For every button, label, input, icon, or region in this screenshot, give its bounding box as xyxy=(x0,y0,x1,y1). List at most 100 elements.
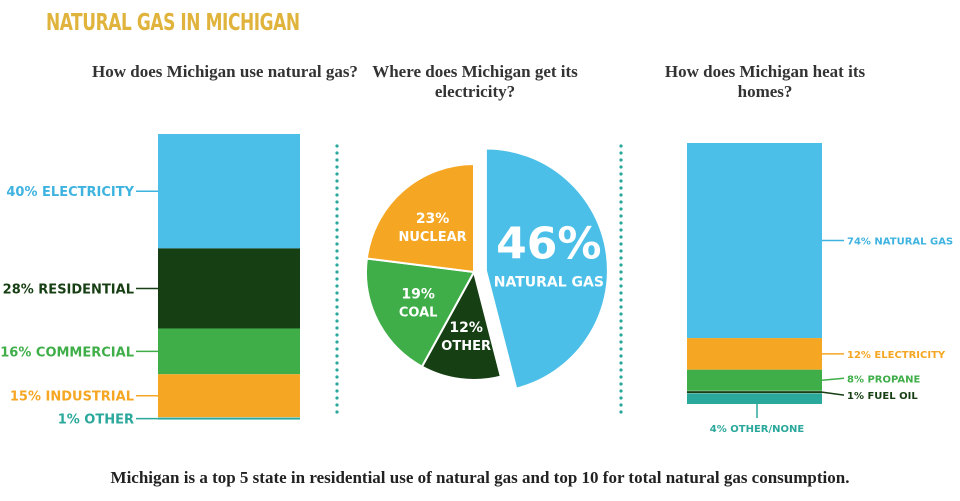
divider-dot-1 xyxy=(619,333,623,337)
divider-dot-0 xyxy=(335,214,339,218)
divider-dot-0 xyxy=(335,284,339,288)
divider-dot-0 xyxy=(335,333,339,337)
bar-label-0: 74% NATURAL GAS xyxy=(847,237,953,248)
bar-label-0: 40% ELECTRICITY xyxy=(6,185,134,200)
bar-segment-4 xyxy=(687,393,822,404)
pie-name-label-1: OTHER xyxy=(441,339,491,354)
divider-dot-0 xyxy=(335,375,339,379)
divider-dot-1 xyxy=(619,375,623,379)
divider-dot-0 xyxy=(335,151,339,155)
divider-dot-0 xyxy=(335,235,339,239)
divider-dot-0 xyxy=(335,354,339,358)
chart-title-heating: How does Michigan heat its homes? xyxy=(664,62,866,101)
divider-dot-1 xyxy=(619,270,623,274)
bar-label-1: 12% ELECTRICITY xyxy=(847,350,946,361)
divider-dot-1 xyxy=(619,214,623,218)
divider-dot-0 xyxy=(335,186,339,190)
divider-dot-0 xyxy=(335,193,339,197)
pie-slice-3 xyxy=(365,162,475,274)
bar-segment-0 xyxy=(687,143,822,339)
divider-dot-1 xyxy=(619,165,623,169)
divider-dot-1 xyxy=(619,256,623,260)
divider-dot-1 xyxy=(619,298,623,302)
divider-dot-1 xyxy=(619,228,623,232)
pie-name-label-3: NUCLEAR xyxy=(398,230,466,245)
divider-dot-0 xyxy=(335,312,339,316)
pie-name-label-2: COAL xyxy=(399,305,438,320)
bar-segment-3 xyxy=(687,391,822,394)
divider-dot-0 xyxy=(335,263,339,267)
divider-dot-0 xyxy=(335,165,339,169)
divider-dot-0 xyxy=(335,256,339,260)
divider-dot-0 xyxy=(335,200,339,204)
divider-dot-1 xyxy=(619,249,623,253)
divider-dot-0 xyxy=(335,270,339,274)
divider-dot-1 xyxy=(619,410,623,414)
pie-pct-label-0: 46% xyxy=(496,219,601,270)
divider-dot-0 xyxy=(335,403,339,407)
pie-name-label-0: NATURAL GAS xyxy=(494,275,604,291)
divider-dot-0 xyxy=(335,228,339,232)
divider-dot-1 xyxy=(619,319,623,323)
divider-dot-0 xyxy=(335,347,339,351)
divider-dot-1 xyxy=(619,382,623,386)
divider-dot-1 xyxy=(619,186,623,190)
divider-dot-1 xyxy=(619,179,623,183)
divider-dot-1 xyxy=(619,207,623,211)
divider-dot-0 xyxy=(335,326,339,330)
bar-segment-1 xyxy=(158,248,300,329)
pie-pct-label-2: 19% xyxy=(401,286,435,302)
bar-label-3: 15% INDUSTRIAL xyxy=(10,390,134,405)
divider-dot-0 xyxy=(335,298,339,302)
page-title: NATURAL GAS IN MICHIGAN xyxy=(46,10,300,36)
bar-segment-1 xyxy=(687,338,822,370)
divider-dot-0 xyxy=(335,207,339,211)
leader-line-2 xyxy=(821,377,845,382)
bar-segment-4 xyxy=(158,417,300,420)
divider-dot-1 xyxy=(619,235,623,239)
divider-dot-0 xyxy=(335,158,339,162)
bar-segment-3 xyxy=(158,374,300,418)
divider-dot-1 xyxy=(619,193,623,197)
divider-dot-1 xyxy=(619,277,623,281)
bar-label-1: 28% RESIDENTIAL xyxy=(3,282,134,297)
divider-dot-1 xyxy=(619,200,623,204)
divider-dot-0 xyxy=(335,382,339,386)
divider-dot-0 xyxy=(335,389,339,393)
divider-dot-0 xyxy=(335,291,339,295)
divider-dot-1 xyxy=(619,403,623,407)
leader-line-3 xyxy=(821,391,845,396)
bar-label-2: 16% COMMERCIAL xyxy=(0,345,134,360)
divider-dot-1 xyxy=(619,291,623,295)
divider-dot-0 xyxy=(335,277,339,281)
bar-segment-2 xyxy=(158,328,300,375)
divider-dot-1 xyxy=(619,368,623,372)
footer-note: Michigan is a top 5 state in residential… xyxy=(110,468,850,487)
pie-pct-label-1: 12% xyxy=(449,320,483,336)
divider-dot-0 xyxy=(335,361,339,365)
divider-dot-0 xyxy=(335,396,339,400)
bar-label-4: 4% OTHER/NONE xyxy=(710,424,805,435)
bar-label-4: 1% OTHER xyxy=(58,413,134,428)
bar-label-3: 1% FUEL OIL xyxy=(847,391,918,402)
pie-slice-1 xyxy=(420,269,503,381)
chart-title-usage: How does Michigan use natural gas? xyxy=(92,62,358,81)
divider-dot-0 xyxy=(335,242,339,246)
divider-dot-1 xyxy=(619,284,623,288)
divider-dot-1 xyxy=(619,263,623,267)
divider-dot-0 xyxy=(335,305,339,309)
divider-dot-1 xyxy=(619,242,623,246)
divider-dot-0 xyxy=(335,319,339,323)
pie-slice-0 xyxy=(484,147,609,390)
divider-dot-1 xyxy=(619,172,623,176)
divider-dot-0 xyxy=(335,221,339,225)
divider-dot-0 xyxy=(335,179,339,183)
divider-dot-1 xyxy=(619,305,623,309)
divider-dot-1 xyxy=(619,158,623,162)
bar-segment-0 xyxy=(158,134,300,249)
divider-dot-1 xyxy=(619,354,623,358)
divider-dot-0 xyxy=(335,340,339,344)
divider-dot-1 xyxy=(619,347,623,351)
